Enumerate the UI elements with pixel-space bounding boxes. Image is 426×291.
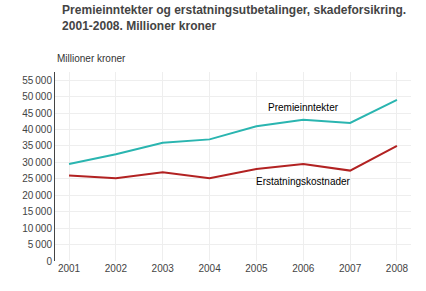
svg-text:10 000: 10 000 <box>22 223 52 234</box>
svg-text:Millioner kroner: Millioner kroner <box>57 53 126 64</box>
svg-text:5 000: 5 000 <box>28 239 53 250</box>
svg-text:25 000: 25 000 <box>22 173 52 184</box>
svg-text:Erstatningskostnader: Erstatningskostnader <box>256 176 351 187</box>
svg-text:35 000: 35 000 <box>22 140 52 151</box>
svg-text:20 000: 20 000 <box>22 190 52 201</box>
svg-text:2002: 2002 <box>105 263 128 274</box>
svg-text:2007: 2007 <box>339 263 362 274</box>
svg-text:50 000: 50 000 <box>22 91 52 102</box>
svg-text:30 000: 30 000 <box>22 157 52 168</box>
svg-text:2008: 2008 <box>386 263 409 274</box>
svg-text:40 000: 40 000 <box>22 124 52 135</box>
svg-text:55 000: 55 000 <box>22 75 52 86</box>
svg-text:2001: 2001 <box>58 263 81 274</box>
svg-text:2003: 2003 <box>152 263 175 274</box>
svg-text:45 000: 45 000 <box>22 108 52 119</box>
svg-text:0: 0 <box>46 256 52 267</box>
svg-text:15 000: 15 000 <box>22 206 52 217</box>
svg-text:2006: 2006 <box>292 263 315 274</box>
svg-text:2004: 2004 <box>198 263 221 274</box>
svg-text:2005: 2005 <box>245 263 268 274</box>
svg-text:Premieinntekter og erstatnings: Premieinntekter og erstatningsutbetaling… <box>62 3 406 33</box>
svg-text:Premieinntekter: Premieinntekter <box>268 102 339 113</box>
